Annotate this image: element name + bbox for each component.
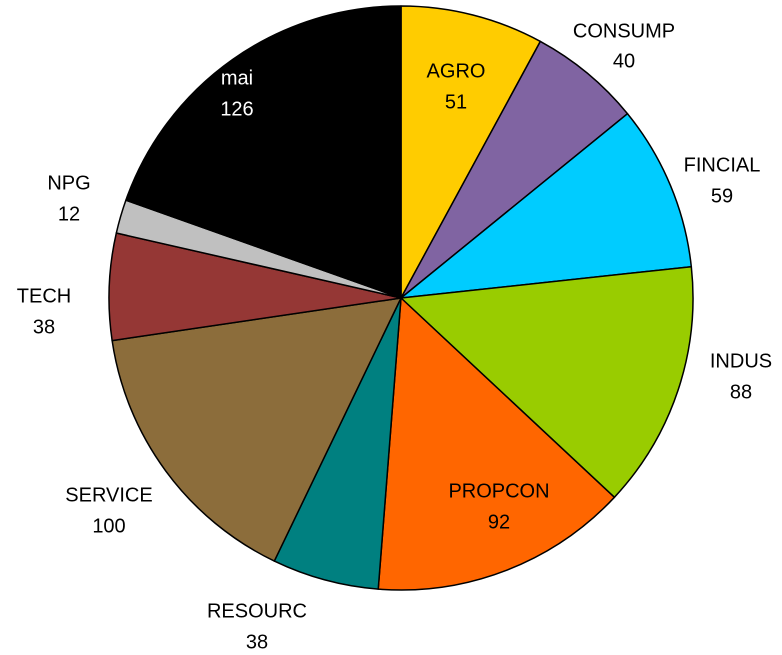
slice-value: 88 <box>730 381 752 403</box>
slice-value: 12 <box>58 203 80 225</box>
slice-label: TECH <box>17 285 71 307</box>
slice-label: SERVICE <box>65 484 152 506</box>
slice-value: 59 <box>711 185 733 207</box>
pie-slice <box>400 5 542 299</box>
slice-value: 100 <box>92 515 125 537</box>
pie-slice <box>400 265 694 499</box>
slice-label: INDUS <box>710 350 772 372</box>
pie-slice <box>125 5 402 299</box>
slice-label: PROPCON <box>448 480 549 502</box>
slice-label: NPG <box>47 172 90 194</box>
slice-label: mai <box>221 67 253 89</box>
pie-slice <box>400 40 629 299</box>
slice-label: CONSUMP <box>573 20 675 42</box>
slice-value: 126 <box>220 98 253 120</box>
slice-value: 38 <box>246 631 268 653</box>
slice-label: FINCIAL <box>684 154 761 176</box>
slice-label: RESOURC <box>207 600 307 622</box>
pie-slice <box>400 112 693 299</box>
slice-label: AGRO <box>427 60 486 82</box>
slice-value: 40 <box>613 50 635 72</box>
slice-value: 92 <box>488 511 510 533</box>
slice-value: 51 <box>445 91 467 113</box>
slice-value: 38 <box>33 316 55 338</box>
pie-slice <box>111 297 402 562</box>
pie-slice <box>377 297 616 591</box>
